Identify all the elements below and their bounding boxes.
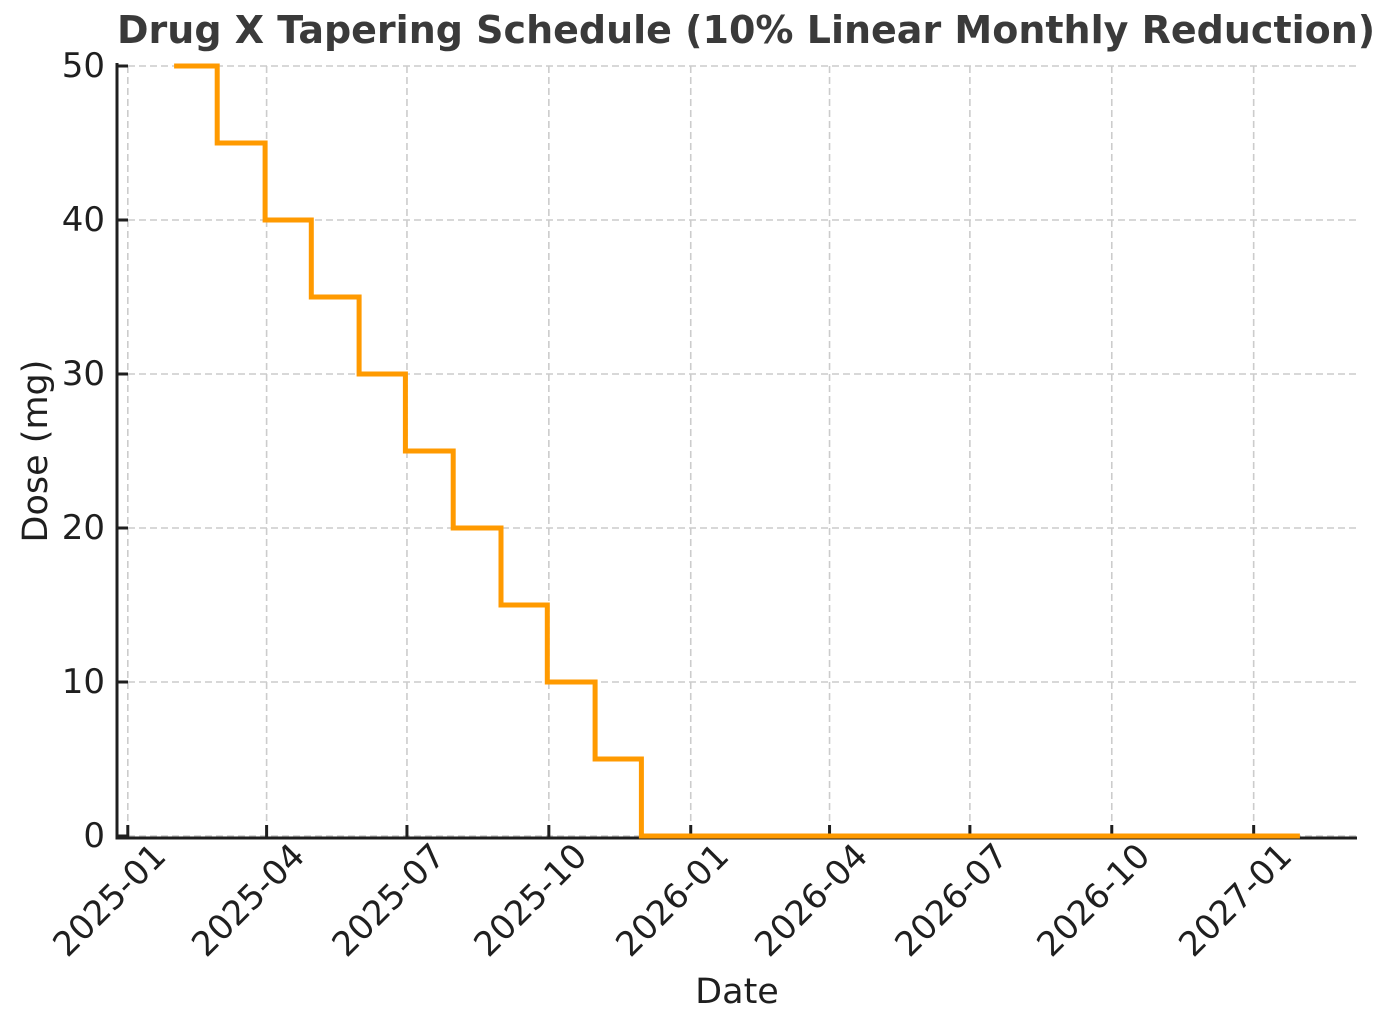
series: [174, 63, 1300, 839]
x-tick-label: 2026-04: [747, 836, 876, 965]
x-tick-label: 2025-07: [325, 836, 454, 965]
x-tick-label: 2026-10: [1029, 836, 1158, 965]
chart-title: Drug X Tapering Schedule (10% Linear Mon…: [117, 8, 1376, 52]
y-tick-label: 0: [83, 816, 105, 856]
x-tick-label: 2026-01: [608, 836, 737, 965]
gridlines: [117, 65, 1357, 837]
x-tick-label: 2027-01: [1171, 836, 1300, 965]
axis-spines: [115, 63, 1357, 840]
x-axis-label: Date: [695, 972, 779, 1012]
y-tick-label: 30: [62, 354, 105, 394]
y-tick-label: 40: [62, 200, 105, 240]
x-tick-label: 2025-10: [466, 836, 595, 965]
axis-ticks: [117, 64, 1256, 838]
x-tick-label: 2025-04: [184, 836, 313, 965]
y-tick-label: 10: [62, 662, 105, 702]
x-tick-label: 2026-07: [888, 836, 1017, 965]
y-tick-label: 50: [62, 46, 105, 86]
dose-step-line: [174, 63, 1300, 839]
x-tick-label: 2025-01: [45, 836, 174, 965]
y-tick-label: 20: [62, 508, 105, 548]
